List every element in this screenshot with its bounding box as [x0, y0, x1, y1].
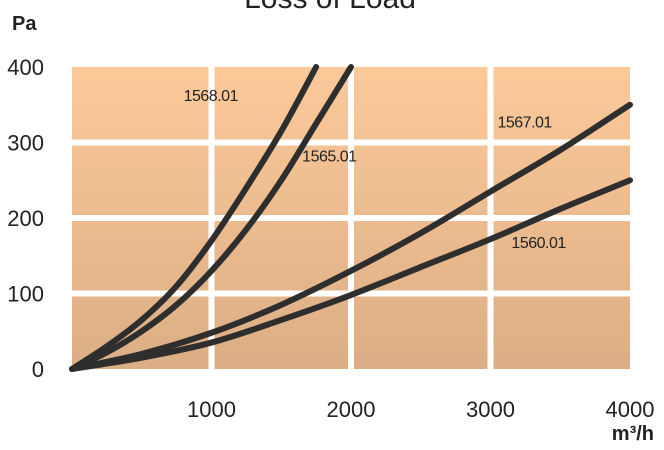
- y-tick-label: 200: [7, 206, 44, 231]
- x-tick-label: 1000: [187, 397, 236, 422]
- x-tick-label: 2000: [327, 397, 376, 422]
- x-tick-label: 4000: [606, 397, 655, 422]
- series-label: 1560.01: [511, 235, 566, 252]
- grid-line-horizontal: [72, 215, 630, 221]
- grid-line-horizontal: [72, 139, 630, 146]
- x-tick-labels: 1000 2000 3000 4000: [187, 397, 654, 422]
- x-axis-unit: m³/h: [612, 423, 654, 445]
- y-axis-unit: Pa: [12, 13, 37, 35]
- series-line-1567.01: [69, 101, 633, 372]
- chart-title: Loss of Load: [244, 0, 416, 15]
- series-label: 1568.01: [184, 88, 239, 105]
- series-label: 1565.01: [302, 148, 357, 165]
- series-labels: 1568.01 1565.01 1567.01 1560.01: [184, 88, 567, 252]
- series-line-1560.01: [69, 177, 633, 372]
- series-line-1568.01: [69, 64, 320, 372]
- series-curves: [69, 64, 633, 372]
- y-tick-label: 100: [7, 282, 44, 307]
- y-tick-labels: 0 100 200 300 400: [7, 55, 44, 382]
- x-tick-label: 3000: [466, 397, 515, 422]
- series-line-1565.01: [69, 64, 354, 372]
- y-tick-label: 400: [7, 55, 44, 80]
- series-label: 1567.01: [497, 114, 552, 131]
- y-tick-label: 300: [7, 131, 44, 156]
- y-tick-label: 0: [32, 357, 44, 382]
